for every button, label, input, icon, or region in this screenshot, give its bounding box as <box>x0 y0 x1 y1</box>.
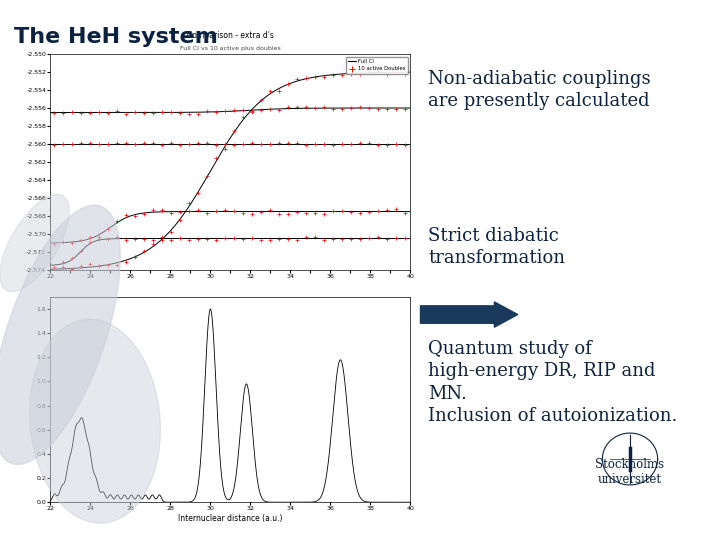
Ellipse shape <box>0 205 120 464</box>
Legend: Full CI, 10 active Doubles: Full CI, 10 active Doubles <box>346 57 408 73</box>
Text: Non-adiabatic couplings
are presently calculated: Non-adiabatic couplings are presently ca… <box>428 70 651 110</box>
Ellipse shape <box>30 319 161 523</box>
FancyArrow shape <box>420 302 518 327</box>
X-axis label: Internuclear distance (a.u.): Internuclear distance (a.u.) <box>178 514 283 523</box>
Text: Quantum study of
high-energy DR, RIP and
MN.
Inclusion of autoionization.: Quantum study of high-energy DR, RIP and… <box>428 340 678 425</box>
Text: Comparison - extra d's: Comparison - extra d's <box>187 31 274 40</box>
Text: Strict diabatic
transformation: Strict diabatic transformation <box>428 227 565 267</box>
Text: The HeH system: The HeH system <box>14 27 218 47</box>
Text: Stockholms
universitet: Stockholms universitet <box>595 458 665 486</box>
Text: Full CI vs 10 active plus doubles: Full CI vs 10 active plus doubles <box>180 46 281 51</box>
Ellipse shape <box>0 194 69 292</box>
